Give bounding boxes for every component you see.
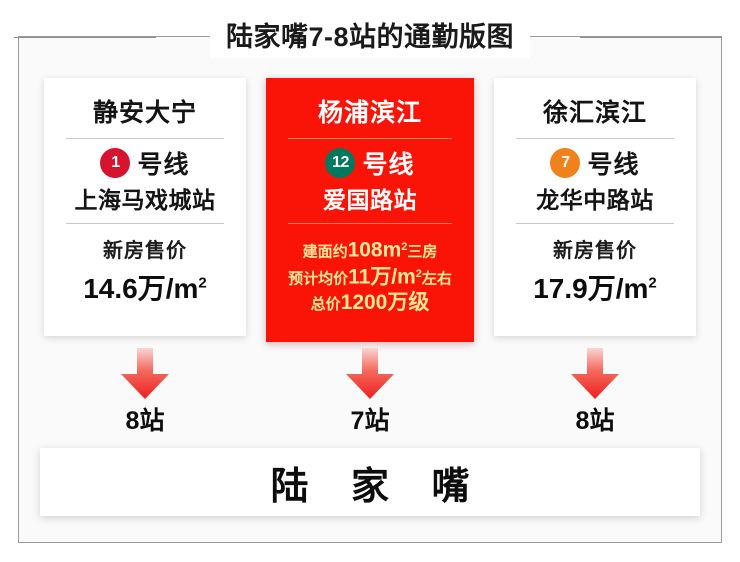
arrow-row: 8站 7站 <box>44 348 696 436</box>
hop-column-jingan: 8站 <box>44 348 246 437</box>
promo-exponent: 2 <box>401 241 408 253</box>
promo-value: 11万/m <box>348 265 416 289</box>
metro-line-row: 7 号线 <box>502 145 688 181</box>
district-name: 静安大宁 <box>92 99 197 127</box>
price-exponent: 2 <box>198 274 207 292</box>
district-card-xuhui-binjiang[interactable]: 徐汇滨江 7 号线 龙华中路站 新房售价 17.9万/m2 <box>494 78 696 336</box>
card-divider-top <box>288 138 452 139</box>
price-label: 新房售价 <box>103 240 187 262</box>
district-card-yangpu-binjiang[interactable]: 杨浦滨江 12 号线 爱国路站 建面约108m2三房 预计均价11万/m2左右 … <box>266 78 474 342</box>
hop-count: 7站 <box>350 407 390 435</box>
promo-prefix: 建面约 <box>302 243 348 261</box>
metro-line-badge: 12 <box>325 148 356 178</box>
hop-count: 8站 <box>575 407 615 435</box>
district-name: 杨浦滨江 <box>317 99 422 127</box>
price-amount: 17.9万/m <box>533 273 649 304</box>
down-arrow-icon <box>121 348 169 399</box>
title-rule-right <box>580 37 722 38</box>
price-value: 17.9万/m2 <box>502 267 688 307</box>
down-arrow-icon <box>346 348 394 399</box>
metro-line-badge: 1 <box>100 148 131 178</box>
title-rule-left <box>14 37 156 38</box>
title-row: 陆家嘴7-8站的通勤版图 <box>0 16 740 58</box>
metro-station-name: 爱国路站 <box>323 187 417 213</box>
price-exponent: 2 <box>648 274 657 292</box>
card-divider-bottom <box>288 223 452 224</box>
promo-line: 建面约108m2三房 <box>274 236 466 263</box>
promo-exponent: 2 <box>415 268 422 281</box>
price-amount: 14.6万/m <box>83 273 199 304</box>
hop-column-yangpu: 7站 <box>266 348 474 437</box>
promo-block: 建面约108m2三房 预计均价11万/m2左右 总价1200万级 <box>274 236 466 316</box>
promo-line: 总价1200万级 <box>274 291 466 316</box>
card-divider-top <box>66 138 224 139</box>
destination-label: 陆 家 嘴 <box>270 465 486 508</box>
metro-line-badge: 7 <box>550 148 581 178</box>
promo-line: 预计均价11万/m2左右 <box>274 263 466 290</box>
district-card-jingan-daning[interactable]: 静安大宁 1 号线 上海马戏城站 新房售价 14.6万/m2 <box>44 78 246 336</box>
district-card-row: 静安大宁 1 号线 上海马戏城站 新房售价 14.6万/m2 杨浦滨江 12 号… <box>44 78 696 348</box>
promo-suffix: 三房 <box>407 243 438 261</box>
promo-suffix: 左右 <box>421 270 452 288</box>
hop-count: 8站 <box>125 407 165 435</box>
promo-value: 108m <box>347 238 402 262</box>
metro-station-name: 上海马戏城站 <box>74 187 216 213</box>
down-arrow-icon <box>571 348 619 399</box>
metro-line-label: 号线 <box>137 151 190 179</box>
promo-suffix: 级 <box>408 290 430 314</box>
metro-line-row: 1 号线 <box>52 145 238 181</box>
promo-prefix: 预计均价 <box>288 270 349 288</box>
metro-line-label: 号线 <box>362 151 415 179</box>
hop-column-xuhui: 8站 <box>494 348 696 437</box>
price-label: 新房售价 <box>553 240 637 262</box>
destination-banner: 陆 家 嘴 <box>40 448 700 516</box>
card-divider-top <box>516 138 674 139</box>
page-title: 陆家嘴7-8站的通勤版图 <box>209 16 531 58</box>
card-divider-bottom <box>516 223 674 224</box>
metro-station-name: 龙华中路站 <box>536 187 654 213</box>
promo-value: 1200万 <box>340 290 409 314</box>
promo-prefix: 总价 <box>310 295 341 313</box>
metro-line-label: 号线 <box>587 151 640 179</box>
price-value: 14.6万/m2 <box>52 267 238 307</box>
metro-line-row: 12 号线 <box>274 145 466 181</box>
district-name: 徐汇滨江 <box>542 99 647 127</box>
card-divider-bottom <box>66 223 224 224</box>
